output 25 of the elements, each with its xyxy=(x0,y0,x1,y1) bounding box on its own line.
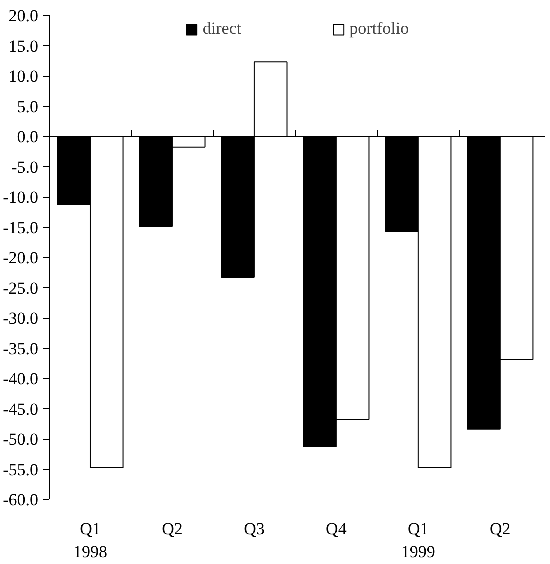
y-tick-label: -35.0 xyxy=(3,339,39,358)
y-tick-label: -40.0 xyxy=(3,370,39,388)
y-tick-label: -15.0 xyxy=(3,218,39,238)
y-tick-label: -25.0 xyxy=(3,278,39,298)
y-tick-label: 15.0 xyxy=(8,36,38,56)
y-tick-label: 10.0 xyxy=(8,67,38,86)
x-tick-label: Q2 xyxy=(490,520,511,538)
y-tick-label: -45.0 xyxy=(3,400,39,419)
y-tick-label: -5.0 xyxy=(12,158,39,177)
x-tick-label: Q3 xyxy=(244,520,265,538)
x-tick-label: Q1 1999 xyxy=(401,520,436,562)
y-tick-label: -20.0 xyxy=(3,248,39,268)
x-tick-label: Q4 xyxy=(326,520,348,538)
y-tick-label: -60.0 xyxy=(3,490,39,510)
y-tick-label: -50.0 xyxy=(3,430,39,449)
legend-label: direct xyxy=(202,19,242,39)
x-tick-label: Q2 xyxy=(162,520,183,538)
y-tick-label: 0.0 xyxy=(17,128,38,146)
y-tick-label: -30.0 xyxy=(3,309,39,328)
y-tick-label: -55.0 xyxy=(3,460,39,480)
legend-label: portfolio xyxy=(350,19,410,39)
x-tick-label: Q1 1998 xyxy=(73,520,108,562)
y-tick-label: 5.0 xyxy=(17,97,38,116)
y-tick-label: -10.0 xyxy=(3,188,39,207)
y-tick-label: 20.0 xyxy=(8,6,38,26)
